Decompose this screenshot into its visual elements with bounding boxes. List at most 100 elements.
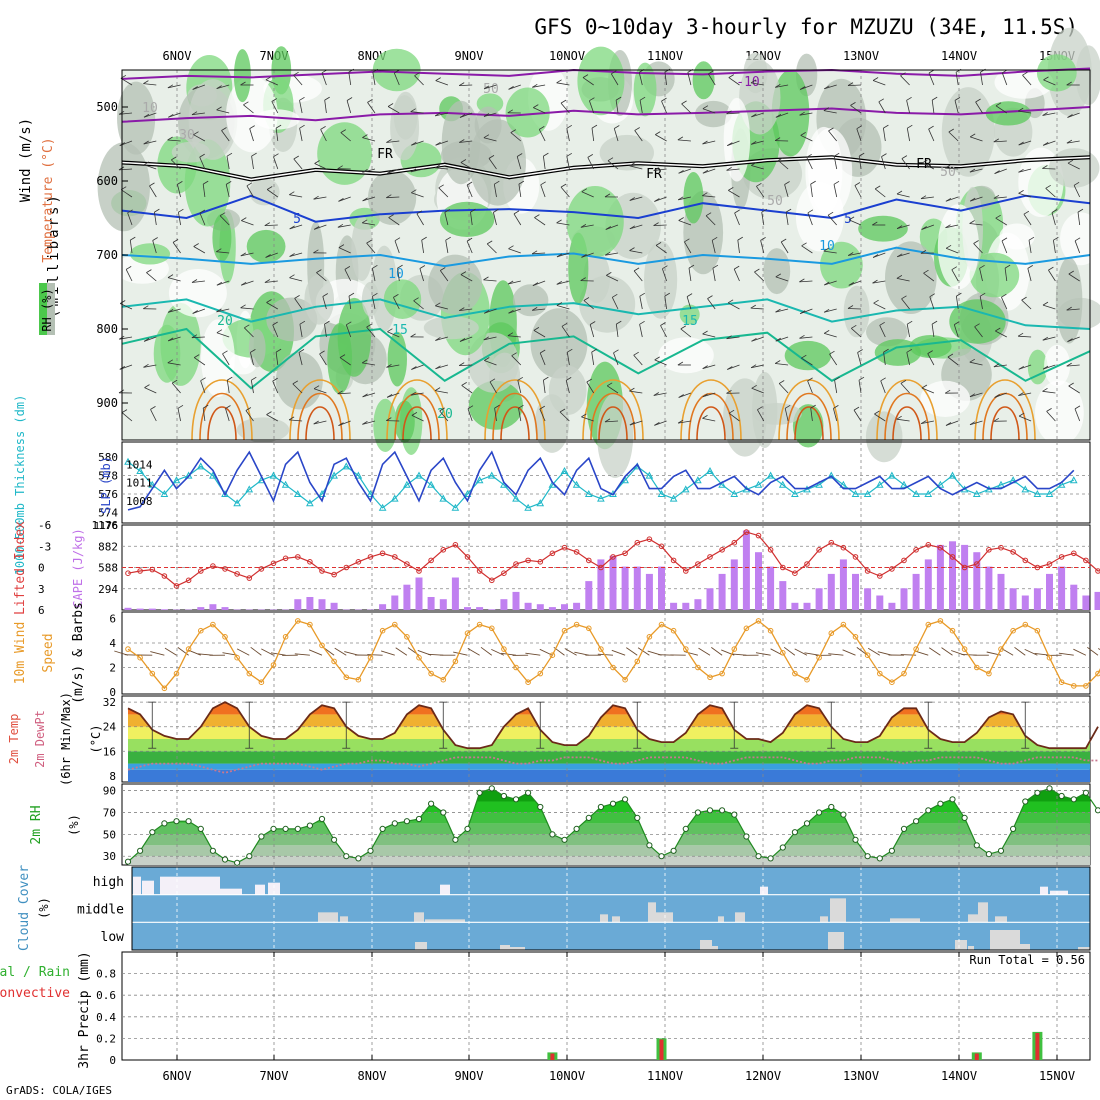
wind-barb xyxy=(923,269,929,274)
rh-shade xyxy=(579,275,636,333)
rh-tick-label: 70 xyxy=(103,806,116,819)
wind-barb xyxy=(810,180,816,185)
wind-barb xyxy=(250,380,254,394)
wind-barb xyxy=(533,104,539,108)
wind-speed-marker xyxy=(925,621,932,628)
wind-barb xyxy=(199,209,206,214)
li-marker xyxy=(561,544,568,551)
cape-bar xyxy=(852,573,859,610)
rh-marker xyxy=(234,859,241,866)
wind-speed-marker xyxy=(210,621,216,628)
wind-barb xyxy=(1042,142,1049,146)
cloud-mid-block xyxy=(995,916,1007,923)
rh-marker xyxy=(197,825,204,833)
wind-speed-marker xyxy=(586,625,592,632)
wind-barb xyxy=(245,407,252,411)
wind-barb xyxy=(734,209,740,214)
wind-barb xyxy=(1004,264,1011,269)
wind-speed-marker xyxy=(792,670,798,677)
wind-barb xyxy=(146,272,157,282)
wind-barb xyxy=(969,393,976,398)
thickness-marker xyxy=(463,489,472,497)
wind-barb xyxy=(633,267,640,272)
wind-barb xyxy=(225,408,230,422)
cloud-mid-block xyxy=(978,902,988,923)
wind-barb xyxy=(662,268,667,282)
pressure-tick-label: 700 xyxy=(96,248,118,262)
li-marker xyxy=(731,539,738,546)
wind-barb xyxy=(1018,141,1024,146)
rh-marker xyxy=(913,818,920,825)
wind-barb xyxy=(362,362,376,366)
wind-barb xyxy=(511,352,517,357)
wind-barb xyxy=(951,266,958,271)
wind-barb xyxy=(653,168,667,171)
rh-marker xyxy=(622,796,629,803)
wind-speed-marker xyxy=(804,676,810,683)
wind-barb xyxy=(1051,212,1056,226)
thickness-marker xyxy=(487,471,496,479)
li-marker xyxy=(889,566,895,572)
li-marker xyxy=(1058,554,1065,560)
wind-speed-marker xyxy=(889,679,895,686)
wind-barb xyxy=(362,222,376,226)
rh-shade xyxy=(865,411,903,463)
wind-barb xyxy=(460,162,473,170)
wind-barb xyxy=(1018,168,1032,173)
wind-barb xyxy=(338,244,345,248)
wind-barb xyxy=(757,406,763,411)
wind-barb xyxy=(834,380,838,394)
wind-barb xyxy=(435,140,449,146)
wind-barb xyxy=(678,168,692,174)
axis-label-temp: (6hr Min/Max) xyxy=(59,692,73,786)
wind-barb xyxy=(435,77,441,81)
wind-barb xyxy=(386,168,400,174)
wind-barb xyxy=(906,348,913,353)
thickness-marker xyxy=(681,485,690,493)
wind-speed-marker xyxy=(501,646,507,652)
wind-barb xyxy=(556,82,570,86)
wind-barb xyxy=(726,335,732,340)
wind-barb xyxy=(737,240,740,254)
wind-barb xyxy=(921,224,935,230)
wind-barb xyxy=(896,418,910,422)
wind-barb xyxy=(493,212,497,226)
rh-band xyxy=(128,845,1090,857)
wind-barb xyxy=(458,82,465,86)
wind-barb xyxy=(655,131,661,135)
rh-shade xyxy=(129,243,171,265)
wind-barb xyxy=(144,387,157,394)
wind-barb xyxy=(775,84,781,88)
date-label-top: 6NOV xyxy=(163,49,192,63)
wind-barb xyxy=(955,72,959,86)
cape-bar xyxy=(973,552,981,610)
rh-shade xyxy=(633,62,657,117)
wind-barb xyxy=(654,422,660,426)
li-marker xyxy=(392,554,398,560)
wind-speed-marker xyxy=(755,618,762,624)
cloud-low-block xyxy=(1078,947,1090,950)
wind-barb xyxy=(823,107,830,111)
cape-bar xyxy=(476,607,484,610)
wind-barb xyxy=(556,280,570,285)
rh-shade xyxy=(304,274,335,325)
wind-barb xyxy=(969,220,975,224)
rh-shade xyxy=(941,87,995,177)
cloud-high-block xyxy=(760,886,768,895)
wind-barb xyxy=(411,364,424,370)
thickness-marker xyxy=(1069,476,1078,484)
wind-barb xyxy=(824,84,837,90)
wind-barb xyxy=(857,349,863,353)
wind-barb xyxy=(615,324,619,338)
wind-barb xyxy=(516,153,523,157)
wind-barb xyxy=(192,310,198,314)
cloud-mid-block xyxy=(735,912,745,923)
wind-barb xyxy=(1023,210,1030,215)
wind-barb xyxy=(920,420,927,424)
wind-barb xyxy=(556,79,562,84)
rh-shade xyxy=(248,329,266,368)
li-marker xyxy=(792,570,798,577)
rh-shade xyxy=(999,223,1035,250)
wind-barb xyxy=(337,392,351,395)
wind-barb xyxy=(807,212,813,226)
